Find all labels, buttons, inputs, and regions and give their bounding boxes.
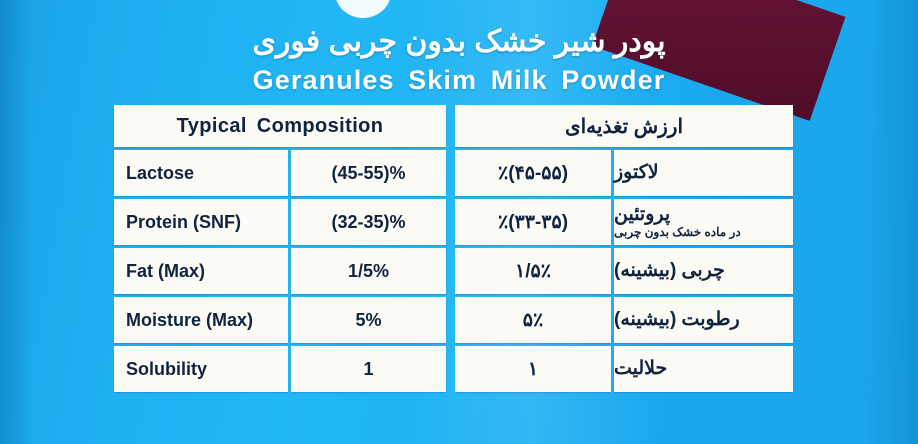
row-value-en: 1/5% — [291, 248, 446, 294]
row-label-en: Solubility — [114, 346, 288, 392]
row-value-en: (32-35)% — [291, 199, 446, 245]
heading-block: پودر شیر خشک بدون چربی فوری Geranules Sk… — [0, 22, 918, 96]
section-divider — [446, 199, 455, 245]
table-header-row: Typical Composition ارزش تغذیه‌ای — [114, 105, 793, 147]
section-divider — [446, 248, 455, 294]
row-label-fa-main: رطوبت (بیشینه) — [614, 309, 740, 330]
table-row: Moisture (Max) 5% ۵٪ رطوبت (بیشینه) — [114, 297, 793, 343]
row-label-fa: لاکتوز — [614, 150, 793, 196]
row-value-fa: (۳۳-۳۵)٪ — [455, 199, 611, 245]
row-label-en: Lactose — [114, 150, 288, 196]
table-row: Solubility 1 ۱ حلالیت — [114, 346, 793, 392]
product-title-english: Geranules Skim Milk Powder — [252, 65, 666, 95]
row-label-fa-main: پروتئین — [614, 204, 671, 225]
nutrition-table: Typical Composition ارزش تغذیه‌ای Lactos… — [114, 105, 793, 392]
row-value-en: 1 — [291, 346, 446, 392]
row-label-en: Moisture (Max) — [114, 297, 288, 343]
row-value-fa: (۴۵-۵۵)٪ — [455, 150, 611, 196]
section-divider — [446, 297, 455, 343]
row-label-fa-main: حلالیت — [614, 358, 668, 379]
row-value-fa: ۱/۵٪ — [455, 248, 611, 294]
row-label-fa-subtitle: در ماده خشک بدون چربی — [614, 225, 741, 239]
row-label-fa: حلالیت — [614, 346, 793, 392]
column-header-typical-composition: Typical Composition — [114, 105, 446, 147]
row-value-en: (45-55)% — [291, 150, 446, 196]
product-title-persian: پودر شیر خشک بدون چربی فوری — [252, 25, 666, 58]
table-row: Fat (Max) 1/5% ۱/۵٪ چربی (بیشینه) — [114, 248, 793, 294]
row-label-en: Protein (SNF) — [114, 199, 288, 245]
section-divider — [446, 346, 455, 392]
row-label-fa: رطوبت (بیشینه) — [614, 297, 793, 343]
row-value-fa: ۵٪ — [455, 297, 611, 343]
row-value-fa: ۱ — [455, 346, 611, 392]
row-value-en: 5% — [291, 297, 446, 343]
row-label-fa: چربی (بیشینه) — [614, 248, 793, 294]
logo-badge-circle — [335, 0, 391, 18]
row-label-en: Fat (Max) — [114, 248, 288, 294]
row-label-fa-main: چربی (بیشینه) — [614, 260, 725, 281]
section-divider — [446, 105, 455, 147]
column-header-nutritional-value: ارزش تغذیه‌ای — [455, 105, 793, 147]
row-label-fa: پروتئین در ماده خشک بدون چربی — [614, 199, 793, 245]
table-row: Lactose (45-55)% (۴۵-۵۵)٪ لاکتوز — [114, 150, 793, 196]
table-row: Protein (SNF) (32-35)% (۳۳-۳۵)٪ پروتئین … — [114, 199, 793, 245]
row-label-fa-main: لاکتوز — [614, 162, 659, 183]
section-divider — [446, 150, 455, 196]
